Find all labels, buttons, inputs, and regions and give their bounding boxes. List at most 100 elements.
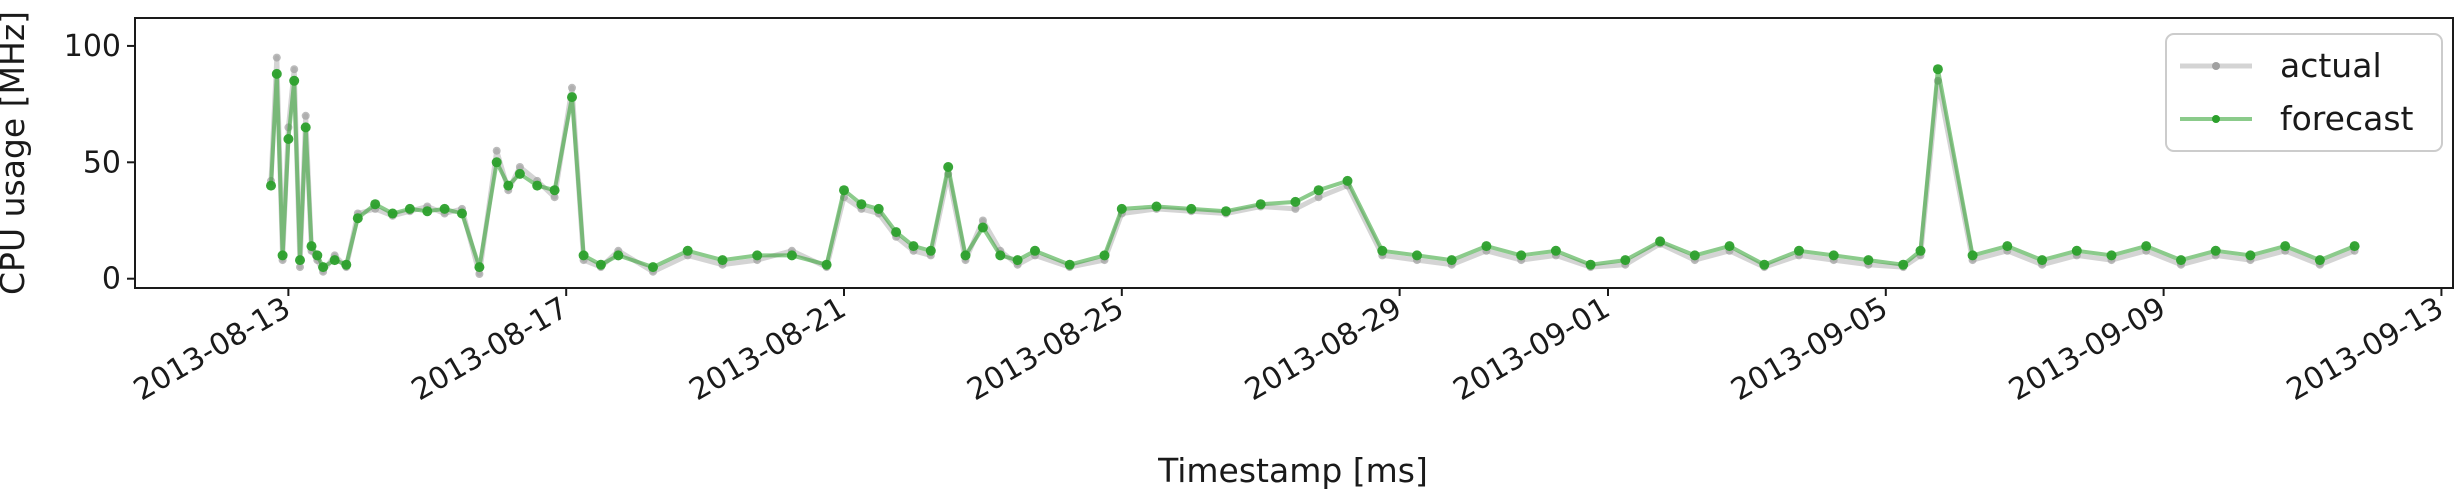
y-tick-label: 0 <box>102 262 121 297</box>
data-point-forecast <box>595 259 606 270</box>
data-point-forecast <box>1550 245 1561 256</box>
data-point-forecast <box>1012 255 1023 266</box>
data-point-forecast <box>2176 255 2186 266</box>
data-point-forecast <box>908 241 919 252</box>
data-point-forecast <box>1794 245 1804 256</box>
data-point-forecast <box>717 255 728 266</box>
data-point-forecast <box>1481 241 1492 252</box>
data-point-forecast <box>2141 241 2152 252</box>
data-point-forecast <box>1412 250 1422 261</box>
data-point-actual <box>272 53 281 62</box>
data-point-forecast <box>648 262 658 273</box>
data-point-forecast <box>277 250 288 261</box>
data-point-forecast <box>1828 250 1839 261</box>
data-point-actual <box>1291 204 1300 213</box>
data-point-forecast <box>1290 196 1301 207</box>
data-point-actual <box>515 163 524 171</box>
data-point-forecast <box>1620 255 1631 266</box>
data-point-forecast <box>995 250 1006 261</box>
x-tick-label: 2013-08-25 <box>961 291 1129 408</box>
data-point-forecast <box>1342 175 1353 186</box>
x-tick-label: 2013-09-01 <box>1447 291 1615 408</box>
data-point-forecast <box>549 185 560 196</box>
data-point-forecast <box>821 259 832 270</box>
data-point-forecast <box>1898 259 1909 270</box>
data-point-forecast <box>295 255 305 266</box>
data-point-forecast <box>289 75 300 86</box>
data-point-forecast <box>682 245 693 256</box>
x-tick-label: 2013-08-13 <box>128 291 296 408</box>
data-point-forecast <box>457 208 467 219</box>
data-point-forecast <box>1932 64 1943 75</box>
data-point-forecast <box>341 259 352 270</box>
data-point-forecast <box>1116 203 1127 214</box>
data-point-forecast <box>2037 255 2048 266</box>
data-point-forecast <box>283 134 294 144</box>
data-point-forecast <box>943 162 954 172</box>
data-point-forecast <box>306 241 317 252</box>
data-point-actual <box>296 263 304 272</box>
data-point-forecast <box>1585 259 1596 270</box>
data-point-forecast <box>474 262 485 273</box>
data-point-forecast <box>1863 255 1874 266</box>
data-point-forecast <box>1064 259 1075 270</box>
plot-background <box>135 18 2453 288</box>
x-tick-label: 2013-09-13 <box>2281 291 2449 408</box>
series-layer <box>266 53 2360 278</box>
data-point-forecast <box>491 157 502 168</box>
data-point-forecast <box>1186 203 1197 214</box>
data-point-forecast <box>439 203 450 214</box>
data-point-actual <box>475 270 484 278</box>
data-point-forecast <box>387 208 398 219</box>
data-point-forecast <box>503 180 514 191</box>
x-axis-label: Timestamp [ms] <box>1157 451 1428 490</box>
data-point-forecast <box>532 180 543 191</box>
data-point-forecast <box>329 255 340 266</box>
data-point-forecast <box>1446 255 1457 266</box>
data-point-forecast <box>1967 250 1978 261</box>
x-tick-label: 2013-08-21 <box>684 291 852 408</box>
data-point-forecast <box>2314 255 2325 266</box>
data-point-forecast <box>925 245 936 256</box>
data-point-forecast <box>578 250 589 261</box>
plot-frame <box>134 17 2454 289</box>
legend: actual forecast <box>2165 33 2443 152</box>
data-point-forecast <box>1516 250 1527 261</box>
data-point-forecast <box>567 92 577 103</box>
x-tick-label: 2013-09-09 <box>2003 291 2171 408</box>
data-point-forecast <box>2210 245 2221 256</box>
data-point-actual <box>301 111 310 120</box>
data-point-actual <box>568 83 576 92</box>
legend-label-actual: actual <box>2280 46 2382 85</box>
data-point-forecast <box>514 168 525 179</box>
data-point-forecast <box>1915 245 1926 256</box>
data-point-forecast <box>960 250 971 261</box>
y-tick-label: 100 <box>64 29 121 64</box>
data-point-forecast <box>422 206 433 217</box>
data-point-forecast <box>1221 206 1231 217</box>
data-point-forecast <box>613 250 624 261</box>
data-point-forecast <box>2071 245 2082 256</box>
data-point-forecast <box>1724 241 1735 252</box>
data-point-forecast <box>1689 250 1700 261</box>
data-point-forecast <box>891 227 902 238</box>
data-point-forecast <box>1377 245 1388 256</box>
data-point-actual <box>550 193 559 202</box>
data-point-forecast <box>2002 241 2013 252</box>
data-point-forecast <box>404 203 415 214</box>
data-point-forecast <box>1255 199 1266 210</box>
x-tick-label: 2013-09-05 <box>1725 291 1893 408</box>
data-point-forecast <box>271 68 282 79</box>
legend-box <box>2165 33 2443 152</box>
data-point-forecast <box>1759 259 1770 270</box>
data-point-forecast <box>752 250 763 261</box>
data-point-forecast <box>786 250 797 261</box>
data-point-forecast <box>1655 236 1666 247</box>
data-point-forecast <box>370 199 381 210</box>
data-point-forecast <box>318 262 329 273</box>
data-point-forecast <box>839 185 849 196</box>
data-point-forecast <box>2280 241 2291 252</box>
data-point-actual <box>492 146 501 155</box>
